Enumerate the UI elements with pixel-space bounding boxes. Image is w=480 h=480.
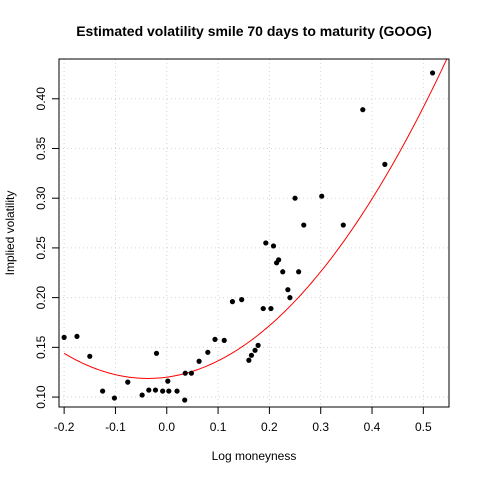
data-point <box>182 397 188 403</box>
data-point <box>182 370 188 376</box>
x-tick-label: 0.3 <box>312 420 329 434</box>
y-tick-label: 0.10 <box>34 385 48 409</box>
data-point <box>100 388 106 394</box>
y-tick-label: 0.15 <box>34 335 48 359</box>
data-point <box>74 333 80 340</box>
data-point <box>270 243 277 249</box>
data-point <box>153 350 160 356</box>
data-point <box>239 297 245 303</box>
data-point <box>263 240 269 246</box>
x-tick-label: 0.2 <box>261 420 278 434</box>
data-point <box>248 352 255 358</box>
data-point <box>111 395 118 401</box>
data-point <box>276 257 282 263</box>
data-point <box>252 347 258 353</box>
x-axis-label: Log moneyness <box>212 449 297 463</box>
y-tick-label: 0.20 <box>34 286 48 310</box>
data-point <box>246 357 252 363</box>
x-tick-label: 0.0 <box>158 420 175 434</box>
axes-layer: -0.2 -0.1 0.0 0.1 0.2 0.3 0.4 0.5 0.10 0.15 0.20 0.… <box>34 87 432 434</box>
fit-layer <box>63 59 448 379</box>
x-tick-label: -0.2 <box>54 420 75 434</box>
data-point <box>429 70 436 76</box>
data-point <box>260 305 266 312</box>
data-point <box>165 378 171 384</box>
chart-title: Estimated volatility smile 70 days to ma… <box>76 23 432 39</box>
data-point <box>212 336 218 342</box>
x-tick-label: -0.1 <box>105 420 126 434</box>
data-point <box>382 161 388 167</box>
data-point <box>319 193 325 199</box>
data-point <box>174 388 180 394</box>
data-point <box>360 107 366 113</box>
data-point <box>255 342 261 348</box>
grid-layer <box>59 59 449 407</box>
data-point <box>285 287 291 293</box>
data-point <box>287 295 293 301</box>
data-point <box>139 392 145 398</box>
data-point <box>268 305 274 312</box>
data-point <box>166 388 172 394</box>
data-point <box>188 370 194 376</box>
plot-frame <box>58 58 450 408</box>
data-point <box>301 222 307 228</box>
data-point <box>146 387 152 393</box>
data-point <box>340 222 346 228</box>
y-axis-label: Implied volatility <box>3 191 17 276</box>
data-point <box>87 353 93 359</box>
data-point <box>125 379 131 385</box>
y-tick-label: 0.25 <box>34 236 48 260</box>
data-point <box>152 387 159 393</box>
data-point <box>280 269 286 275</box>
y-tick-label: 0.30 <box>34 186 48 210</box>
data-point <box>296 269 302 275</box>
data-point <box>196 358 202 364</box>
data-point <box>292 195 298 201</box>
data-point <box>229 299 236 305</box>
data-point <box>205 349 211 355</box>
data-point <box>160 388 166 394</box>
y-tick-label: 0.35 <box>34 136 48 160</box>
data-point <box>221 337 227 343</box>
fitted-smile-curve <box>63 59 448 379</box>
points-layer <box>61 70 436 403</box>
data-point <box>61 334 67 340</box>
x-tick-label: 0.4 <box>364 420 381 434</box>
x-tick-label: 0.1 <box>210 420 227 434</box>
y-tick-label: 0.40 <box>34 87 48 111</box>
x-tick-label: 0.5 <box>415 420 432 434</box>
